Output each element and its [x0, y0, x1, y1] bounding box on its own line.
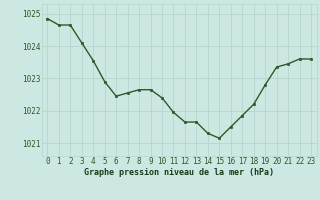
X-axis label: Graphe pression niveau de la mer (hPa): Graphe pression niveau de la mer (hPa) — [84, 168, 274, 177]
